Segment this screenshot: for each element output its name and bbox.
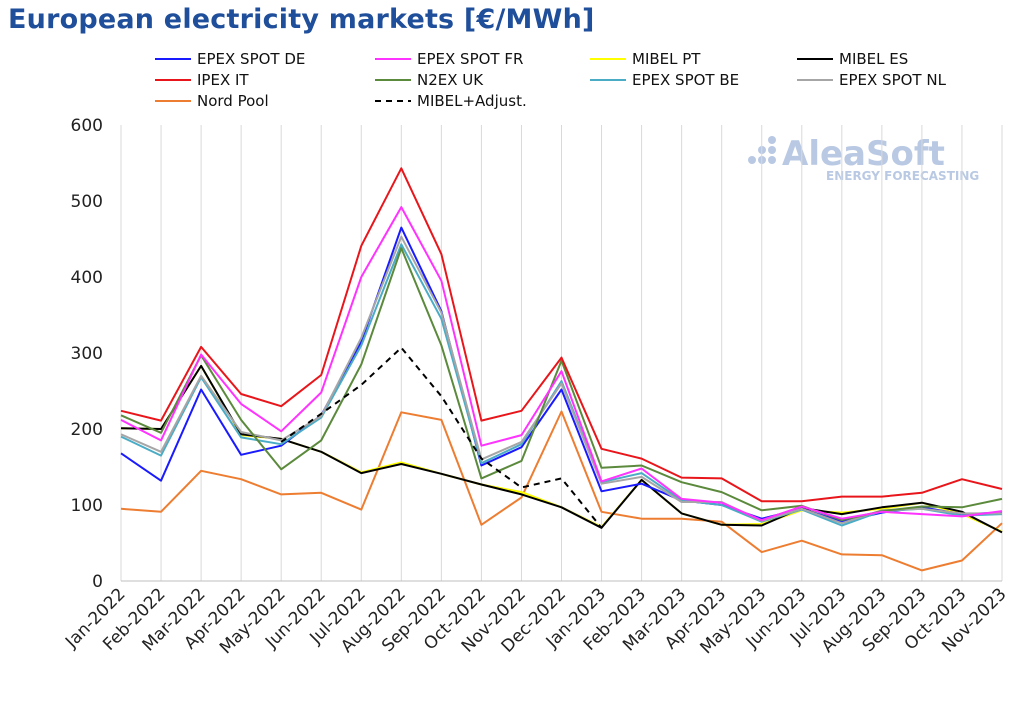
- legend-label: MIBEL PT: [632, 50, 701, 68]
- legend-item-epex-spot-be: EPEX SPOT BE: [590, 71, 739, 89]
- logo-name: AleaSoft: [782, 134, 945, 174]
- legend-item-nord-pool: Nord Pool: [155, 92, 269, 110]
- legend-item-epex-spot-fr: EPEX SPOT FR: [375, 50, 523, 68]
- series-line-nord-pool: [120, 410, 1003, 572]
- legend-label: MIBEL+Adjust.: [417, 92, 527, 110]
- series-line-ipex-it: [120, 167, 1003, 503]
- y-tick-label: 200: [71, 420, 103, 440]
- legend-label: EPEX SPOT FR: [417, 50, 523, 68]
- legend-label: N2EX UK: [417, 71, 484, 89]
- series-line-epex-spot-fr: [120, 206, 1003, 522]
- legend-item-mibel-es: MIBEL ES: [797, 50, 908, 68]
- y-tick-label: 400: [71, 268, 103, 288]
- legend: EPEX SPOT DE EPEX SPOT FR MIBEL PT MIBEL ES…: [155, 50, 947, 110]
- y-tick-label: 500: [71, 192, 103, 212]
- legend-label: IPEX IT: [197, 71, 249, 89]
- legend-item-mibel-adjust: MIBEL+Adjust.: [375, 92, 527, 110]
- y-tick-label: 300: [71, 344, 103, 364]
- legend-label: EPEX SPOT DE: [197, 50, 305, 68]
- legend-item-epex-spot-nl: EPEX SPOT NL: [797, 71, 947, 89]
- grid: [120, 125, 1003, 581]
- series-line-mibel-adjust: [280, 346, 603, 529]
- legend-item-epex-spot-de: EPEX SPOT DE: [155, 50, 305, 68]
- series-line-epex-spot-be: [120, 243, 1003, 527]
- x-axis-ticks: Jan-2022Feb-2022Mar-2022Apr-2022May-2022…: [61, 584, 1010, 658]
- y-tick-label: 0: [92, 572, 103, 592]
- y-tick-label: 600: [71, 116, 103, 136]
- legend-label: Nord Pool: [197, 92, 269, 110]
- series-lines: [120, 167, 1003, 572]
- legend-label: MIBEL ES: [839, 50, 908, 68]
- aleasoft-logo: AleaSoft ENERGY FORECASTING: [748, 134, 979, 183]
- series-line-epex-spot-nl: [120, 235, 1002, 525]
- logo-tagline: ENERGY FORECASTING: [826, 169, 979, 183]
- y-axis-ticks: 0 100 200 300 400 500 600: [71, 116, 103, 592]
- logo-dots-icon: [748, 136, 776, 164]
- legend-item-ipex-it: IPEX IT: [155, 71, 249, 89]
- y-tick-label: 100: [71, 496, 103, 516]
- legend-label: EPEX SPOT NL: [839, 71, 947, 89]
- legend-item-mibel-pt: MIBEL PT: [590, 50, 701, 68]
- chart-title: European electricity markets [€/MWh]: [8, 4, 595, 35]
- legend-item-n2ex-uk: N2EX UK: [375, 71, 484, 89]
- legend-label: EPEX SPOT BE: [632, 71, 739, 89]
